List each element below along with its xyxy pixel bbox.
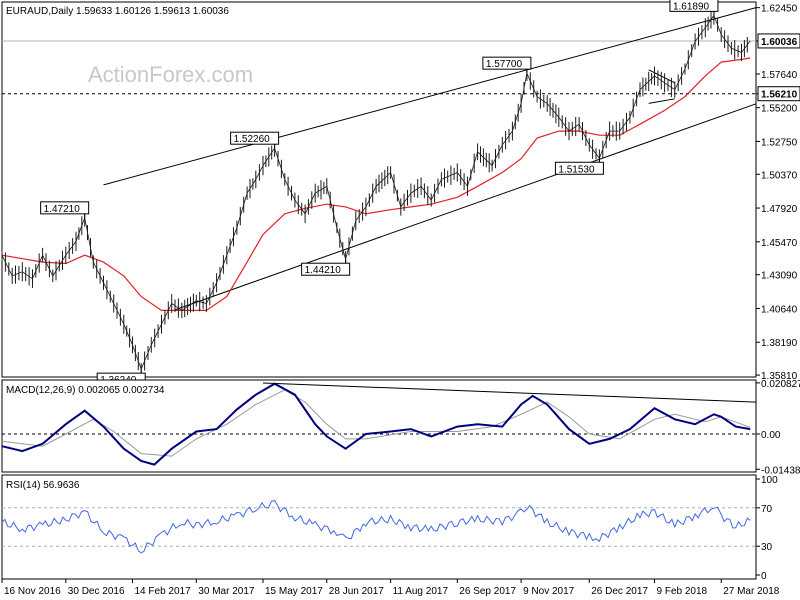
rsi-y-axis: 100 70 30 0 bbox=[2, 475, 778, 582]
watermark: ActionForex.com bbox=[88, 62, 253, 87]
price-series bbox=[1, 6, 751, 376]
macd-trendline bbox=[262, 382, 757, 403]
price-y-tick-label: 1.57640 bbox=[761, 70, 798, 81]
macd-y-tick-label: 0.020827 bbox=[761, 379, 800, 390]
rsi-label: RSI(14) 56.9636 bbox=[6, 480, 80, 491]
x-tick-label: 14 Feb 2017 bbox=[135, 586, 192, 597]
flag-pattern-line bbox=[648, 98, 675, 104]
x-axis: 16 Nov 2016 30 Dec 2016 14 Feb 2017 30 Mar … bbox=[1, 579, 780, 597]
x-tick-label: 9 Nov 2017 bbox=[523, 586, 575, 597]
price-grid bbox=[2, 40, 756, 95]
chart-title: EURAUD,Daily 1.59633 1.60126 1.59613 1.6… bbox=[6, 6, 229, 17]
annotation-label: 1.61890 bbox=[673, 1, 710, 12]
rsi-y-tick-label: 0 bbox=[761, 571, 767, 582]
annotation-label: 1.47210 bbox=[44, 204, 81, 215]
x-tick-label: 9 Feb 2018 bbox=[657, 586, 708, 597]
x-tick-label: 27 Mar 2018 bbox=[723, 586, 780, 597]
macd-line bbox=[1, 382, 751, 466]
annotation-box bbox=[482, 56, 532, 70]
price-y-tick-label: 1.62450 bbox=[761, 4, 798, 15]
annotation-box bbox=[40, 201, 90, 215]
macd-panel bbox=[1, 379, 757, 473]
macd-label: MACD(12,26,9) 0.002065 0.002734 bbox=[6, 385, 165, 396]
annotation-box bbox=[554, 161, 604, 175]
macd-series bbox=[1, 382, 757, 466]
annotation-label: 1.51530 bbox=[558, 164, 595, 175]
support-level-box bbox=[757, 86, 800, 102]
rsi-line bbox=[1, 500, 751, 554]
x-tick-label: 16 Nov 2016 bbox=[4, 586, 61, 597]
support-level-label: 1.56210 bbox=[761, 90, 798, 101]
macd-y-tick-label: -0.014386 bbox=[761, 465, 800, 476]
x-tick-label: 26 Dec 2017 bbox=[591, 586, 648, 597]
current-price-label: 1.60036 bbox=[761, 37, 798, 48]
x-tick-label: 11 Aug 2017 bbox=[393, 586, 449, 597]
price-y-tick-label: 1.38190 bbox=[761, 338, 798, 349]
lower-channel-line bbox=[174, 103, 757, 311]
annotation-label: 1.44210 bbox=[305, 265, 342, 276]
price-y-tick-label: 1.43090 bbox=[761, 271, 798, 282]
x-tick-label: 30 Mar 2017 bbox=[198, 586, 255, 597]
price-y-axis: 1.62450 1.60036 1.57640 1.56210 1.55200 1.527… bbox=[756, 4, 800, 382]
macd-y-axis: 0.020827 0.00 -0.014386 bbox=[2, 379, 800, 476]
annotation-label: 1.52260 bbox=[234, 134, 271, 145]
rsi-y-tick-label: 100 bbox=[761, 475, 778, 486]
price-line bbox=[1, 14, 751, 371]
annotation-box bbox=[669, 0, 719, 12]
price-y-tick-label: 1.47920 bbox=[761, 204, 798, 215]
annotation-label: 1.57700 bbox=[486, 59, 523, 70]
rsi-series bbox=[1, 500, 751, 554]
rsi-y-tick-label: 70 bbox=[761, 504, 773, 515]
price-y-tick-label: 1.35810 bbox=[761, 371, 798, 382]
price-y-tick-label: 1.55200 bbox=[761, 104, 798, 115]
x-tick-label: 30 Dec 2016 bbox=[68, 586, 125, 597]
sma-line bbox=[1, 57, 751, 311]
moving-average-line bbox=[1, 57, 751, 311]
price-y-tick-label: 1.40640 bbox=[761, 304, 798, 315]
annotation-box bbox=[230, 131, 280, 145]
x-tick-label: 26 Sep 2017 bbox=[459, 586, 516, 597]
price-y-tick-label: 1.52750 bbox=[761, 137, 798, 148]
annotation-box bbox=[301, 262, 351, 276]
rsi-panel bbox=[1, 474, 757, 580]
macd-y-tick-label: 0.00 bbox=[761, 430, 781, 441]
x-tick-label: 28 Jun 2017 bbox=[329, 586, 384, 597]
macd-signal-line bbox=[1, 389, 751, 457]
x-tick-label: 15 May 2017 bbox=[265, 586, 323, 597]
price-y-tick-label: 1.45470 bbox=[761, 238, 798, 249]
current-price-box bbox=[757, 33, 800, 49]
rsi-y-tick-label: 30 bbox=[761, 542, 773, 553]
price-y-tick-label: 1.50370 bbox=[761, 170, 798, 181]
upper-channel-line bbox=[103, 7, 757, 186]
